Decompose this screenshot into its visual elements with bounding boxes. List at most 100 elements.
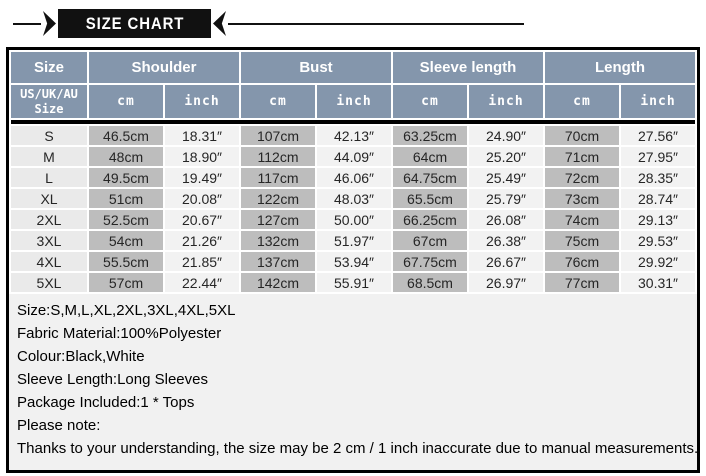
measurement-cm-cell: 63.25cm — [393, 126, 467, 145]
column-header-length: Length — [545, 52, 695, 83]
table-row: L 49.5cm 19.49″ 117cm 46.06″ 64.75cm 25.49″ 72c… — [11, 168, 695, 187]
measurement-cm-cell: 77cm — [545, 273, 619, 292]
measurement-cm-cell: 70cm — [545, 126, 619, 145]
unit-header-inch: inch — [165, 85, 239, 118]
measurement-inch-cell: 48.03″ — [317, 189, 391, 208]
measurement-cm-cell: 122cm — [241, 189, 315, 208]
measurement-cm-cell: 76cm — [545, 252, 619, 271]
banner-right-rule — [228, 22, 524, 25]
measurement-inch-cell: 26.97″ — [469, 273, 543, 292]
unit-header-cm: cm — [89, 85, 163, 118]
measurement-cm-cell: 51cm — [89, 189, 163, 208]
measurement-cm-cell: 57cm — [89, 273, 163, 292]
measurement-cm-cell: 132cm — [241, 231, 315, 250]
measurement-cm-cell: 107cm — [241, 126, 315, 145]
measurement-cm-cell: 117cm — [241, 168, 315, 187]
unit-header-inch: inch — [621, 85, 695, 118]
measurement-inch-cell: 46.06″ — [317, 168, 391, 187]
notes-section: Size:S,M,L,XL,2XL,3XL,4XL,5XL Fabric Mate… — [9, 294, 699, 470]
measurement-cm-cell: 74cm — [545, 210, 619, 229]
measurement-cm-cell: 71cm — [545, 147, 619, 166]
ribbon-right-tail-icon — [213, 11, 226, 36]
page-title: SIZE CHART — [85, 13, 184, 33]
measurement-inch-cell: 55.91″ — [317, 273, 391, 292]
column-header-shoulder: Shoulder — [89, 52, 239, 83]
group-header-row: Size Shoulder Bust Sleeve length Length — [11, 52, 695, 83]
measurement-inch-cell: 51.97″ — [317, 231, 391, 250]
measurement-inch-cell: 26.08″ — [469, 210, 543, 229]
column-header-sleeve-length: Sleeve length — [393, 52, 543, 83]
column-header-bust: Bust — [241, 52, 391, 83]
size-cell: 2XL — [11, 210, 87, 229]
size-chart-ribbon: SIZE CHART — [58, 9, 211, 38]
measurement-cm-cell: 65.5cm — [393, 189, 467, 208]
measurement-cm-cell: 142cm — [241, 273, 315, 292]
column-header-size: Size — [11, 52, 87, 83]
measurement-inch-cell: 27.95″ — [621, 147, 695, 166]
measurement-cm-cell: 64.75cm — [393, 168, 467, 187]
measurement-inch-cell: 19.49″ — [165, 168, 239, 187]
banner-left-rule — [13, 22, 41, 25]
measurement-cm-cell: 52.5cm — [89, 210, 163, 229]
size-cell: 5XL — [11, 273, 87, 292]
table-row: 4XL 55.5cm 21.85″ 137cm 53.94″ 67.75cm 26.67″ 7… — [11, 252, 695, 271]
measurement-cm-cell: 67cm — [393, 231, 467, 250]
unit-header-inch: inch — [469, 85, 543, 118]
measurement-inch-cell: 20.67″ — [165, 210, 239, 229]
unit-header-cm: cm — [393, 85, 467, 118]
note-line: Package Included:1 * Tops — [17, 394, 195, 411]
unit-header-cm: cm — [545, 85, 619, 118]
measurement-cm-cell: 127cm — [241, 210, 315, 229]
measurement-cm-cell: 48cm — [89, 147, 163, 166]
size-cell: 4XL — [11, 252, 87, 271]
unit-header-cm: cm — [241, 85, 315, 118]
measurement-inch-cell: 25.49″ — [469, 168, 543, 187]
measurement-inch-cell: 26.67″ — [469, 252, 543, 271]
note-line: Thanks to your understanding, the size m… — [17, 440, 699, 457]
note-line: Fabric Material:100%Polyester — [17, 325, 222, 342]
measurement-cm-cell: 137cm — [241, 252, 315, 271]
table-row: XL 51cm 20.08″ 122cm 48.03″ 65.5cm 25.79″ 73cm 2… — [11, 189, 695, 208]
measurement-inch-cell: 42.13″ — [317, 126, 391, 145]
size-chart-box: Size Shoulder Bust Sleeve length Length … — [6, 47, 700, 473]
measurement-cm-cell: 67.75cm — [393, 252, 467, 271]
measurement-inch-cell: 53.94″ — [317, 252, 391, 271]
measurement-cm-cell: 75cm — [545, 231, 619, 250]
measurement-inch-cell: 18.31″ — [165, 126, 239, 145]
us-uk-au-size-header: US/UK/AU Size — [11, 85, 87, 118]
measurement-inch-cell: 25.79″ — [469, 189, 543, 208]
note-line: Colour:Black,White — [17, 348, 145, 365]
measurement-inch-cell: 22.44″ — [165, 273, 239, 292]
table-row: 5XL 57cm 22.44″ 142cm 55.91″ 68.5cm 26.97″ 77cm… — [11, 273, 695, 292]
unit-header-row: US/UK/AU Size cm inch cm inch cm inch cm inch — [11, 85, 695, 118]
measurement-inch-cell: 27.56″ — [621, 126, 695, 145]
measurement-inch-cell: 20.08″ — [165, 189, 239, 208]
measurement-cm-cell: 72cm — [545, 168, 619, 187]
measurement-inch-cell: 24.90″ — [469, 126, 543, 145]
measurement-cm-cell: 73cm — [545, 189, 619, 208]
measurement-inch-cell: 28.35″ — [621, 168, 695, 187]
size-cell: XL — [11, 189, 87, 208]
measurement-inch-cell: 18.90″ — [165, 147, 239, 166]
measurement-inch-cell: 44.09″ — [317, 147, 391, 166]
note-line: Sleeve Length:Long Sleeves — [17, 371, 208, 388]
measurement-inch-cell: 21.85″ — [165, 252, 239, 271]
measurement-inch-cell: 21.26″ — [165, 231, 239, 250]
size-cell: M — [11, 147, 87, 166]
measurement-inch-cell: 29.53″ — [621, 231, 695, 250]
measurement-inch-cell: 29.92″ — [621, 252, 695, 271]
measurement-inch-cell: 28.74″ — [621, 189, 695, 208]
measurement-inch-cell: 26.38″ — [469, 231, 543, 250]
header-divider — [11, 120, 695, 124]
measurement-cm-cell: 55.5cm — [89, 252, 163, 271]
measurement-inch-cell: 25.20″ — [469, 147, 543, 166]
note-line: Size:S,M,L,XL,2XL,3XL,4XL,5XL — [17, 302, 236, 319]
size-table: Size Shoulder Bust Sleeve length Length … — [9, 50, 697, 294]
size-cell: 3XL — [11, 231, 87, 250]
measurement-inch-cell: 29.13″ — [621, 210, 695, 229]
measurement-cm-cell: 112cm — [241, 147, 315, 166]
size-cell: L — [11, 168, 87, 187]
measurement-cm-cell: 64cm — [393, 147, 467, 166]
unit-header-inch: inch — [317, 85, 391, 118]
measurement-cm-cell: 68.5cm — [393, 273, 467, 292]
